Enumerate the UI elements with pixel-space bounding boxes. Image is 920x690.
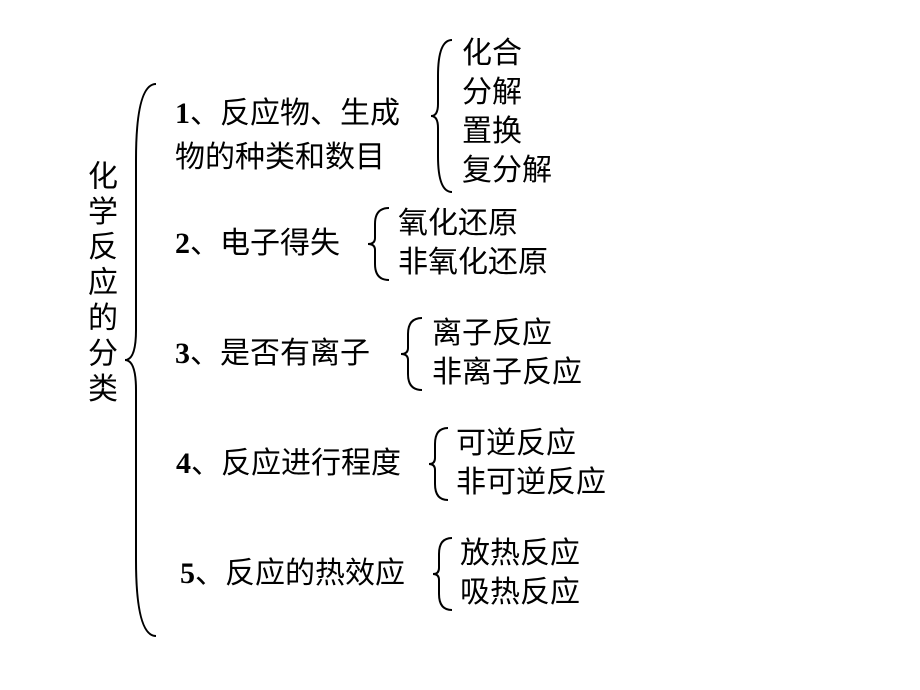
sub-item: 离子反应 [432, 314, 582, 353]
criterion-2: 2、电子得失 [175, 222, 340, 266]
criterion-5-text1: 反应的热效应 [225, 557, 405, 590]
criterion-2-subs: 氧化还原 非氧化还原 [398, 204, 548, 282]
sub-item: 化合 [462, 34, 552, 73]
criterion-5-line: 5、反应的热效应 [180, 552, 405, 596]
criterion-5-subs: 放热反应 吸热反应 [460, 534, 580, 612]
brace-crit-1 [428, 36, 456, 196]
brace-crit-5 [430, 534, 456, 614]
criterion-5-num: 5 [180, 557, 195, 590]
criterion-2-sep: 、 [190, 227, 220, 260]
criterion-3-sep: 、 [190, 337, 220, 370]
criterion-1-line2: 物的种类和数目 [175, 136, 400, 180]
criterion-3-subs: 离子反应 非离子反应 [432, 314, 582, 392]
sub-item: 氧化还原 [398, 204, 548, 243]
sub-item: 非氧化还原 [398, 243, 548, 282]
criterion-3-num: 3 [175, 337, 190, 370]
criterion-3: 3、是否有离子 [175, 332, 370, 376]
criterion-2-line: 2、电子得失 [175, 222, 340, 266]
criterion-1-num: 1 [175, 97, 190, 130]
sub-item: 可逆反应 [456, 424, 606, 463]
criterion-4-num: 4 [176, 447, 191, 480]
root-title: 化学反应的分类 [77, 160, 121, 408]
criterion-4-line: 4、反应进行程度 [176, 442, 401, 486]
criterion-4-sep: 、 [191, 447, 221, 480]
criterion-1-sep: 、 [190, 97, 220, 130]
criterion-1: 1、反应物、生成 物的种类和数目 [175, 92, 400, 179]
criterion-1-subs: 化合 分解 置换 复分解 [462, 34, 552, 190]
criterion-2-num: 2 [175, 227, 190, 260]
brace-root [122, 80, 162, 640]
diagram-stage: 化学反应的分类 1、反应物、生成 物的种类和数目 化合 分解 置换 复分解 2、… [0, 0, 920, 690]
criterion-4: 4、反应进行程度 [176, 442, 401, 486]
brace-crit-4 [426, 424, 452, 504]
criterion-3-text1: 是否有离子 [220, 337, 370, 370]
sub-item: 复分解 [462, 151, 552, 190]
criterion-4-text1: 反应进行程度 [221, 447, 401, 480]
sub-item: 分解 [462, 73, 552, 112]
criterion-4-subs: 可逆反应 非可逆反应 [456, 424, 606, 502]
sub-item: 置换 [462, 112, 552, 151]
criterion-1-text1: 反应物、生成 [220, 97, 400, 130]
sub-item: 非离子反应 [432, 353, 582, 392]
brace-crit-3 [398, 314, 426, 394]
brace-crit-2 [365, 204, 393, 284]
criterion-2-text1: 电子得失 [220, 227, 340, 260]
sub-item: 非可逆反应 [456, 463, 606, 502]
sub-item: 吸热反应 [460, 573, 580, 612]
criterion-5: 5、反应的热效应 [180, 552, 405, 596]
criterion-3-line: 3、是否有离子 [175, 332, 370, 376]
sub-item: 放热反应 [460, 534, 580, 573]
criterion-5-sep: 、 [195, 557, 225, 590]
criterion-1-line1: 1、反应物、生成 [175, 92, 400, 136]
